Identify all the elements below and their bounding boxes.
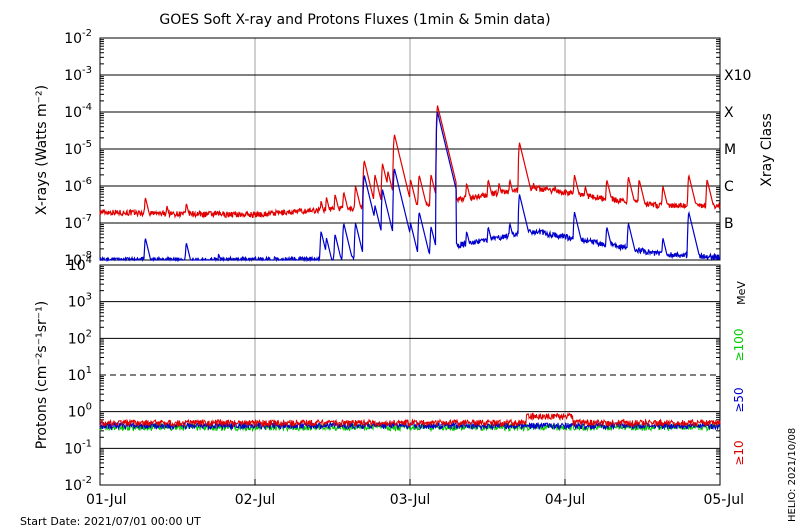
x-tick-label: 01-Jul (86, 492, 127, 508)
proton-tick-label: 101 (68, 365, 92, 384)
ge50-label: ≥50 (732, 387, 746, 412)
proton-tick-label: 102 (68, 328, 92, 347)
xray-class-label: M (724, 142, 736, 158)
xray-series-0 (99, 105, 721, 219)
xray-tick-label: 10-6 (64, 176, 92, 195)
xray-frame (99, 37, 721, 261)
helio-credit: HELIO: 2021/10/08 (787, 428, 798, 522)
xray-class-label: X (724, 105, 734, 121)
xray-class-label: B (724, 216, 734, 232)
proton-tick-label: 10-1 (64, 438, 92, 457)
start-date: Start Date: 2021/07/01 00:00 UT (20, 515, 201, 528)
xray-ylabel: X-rays (Watts m⁻²) (34, 85, 50, 215)
xray-class-title: Xray Class (759, 113, 775, 187)
xray-series-1 (99, 111, 721, 263)
xray-tick-label: 10-2 (64, 28, 92, 47)
ge10-label: ≥10 (732, 440, 746, 465)
proton-series (99, 411, 721, 429)
xray-tick-label: 10-7 (64, 213, 92, 232)
proton-ylabel: Protons (cm⁻²s⁻¹sr⁻¹) (34, 301, 50, 450)
xray-class-label: X10 (724, 68, 751, 84)
proton-tick-label: 100 (68, 402, 92, 421)
x-tick-label: 03-Jul (390, 492, 431, 508)
xray-class-label: C (724, 179, 734, 195)
chart-title: GOES Soft X-ray and Protons Fluxes (1min… (159, 12, 550, 28)
mev-label: MeV (735, 281, 748, 305)
x-tick-label: 04-Jul (545, 492, 586, 508)
proton-tick-label: 103 (68, 292, 92, 311)
xray-tick-label: 10-4 (64, 102, 92, 121)
xray-tick-label: 10-3 (64, 65, 92, 84)
proton-tick-label: 104 (68, 255, 92, 274)
xray-tick-label: 10-5 (64, 139, 92, 158)
x-tick-label: 05-Jul (703, 492, 744, 508)
ge100-label: ≥100 (732, 329, 746, 362)
x-tick-label: 02-Jul (235, 492, 276, 508)
